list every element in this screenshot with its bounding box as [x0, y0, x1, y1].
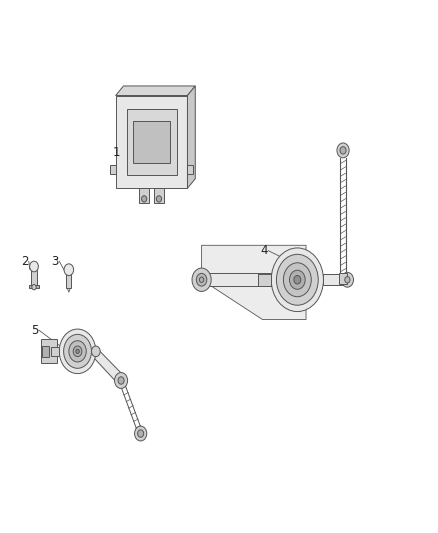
Circle shape [276, 254, 318, 305]
Polygon shape [93, 347, 123, 385]
Bar [127, 109, 177, 175]
Circle shape [32, 285, 36, 290]
Bar [139, 188, 149, 203]
Bar [154, 188, 164, 203]
Circle shape [138, 430, 144, 437]
Text: 1: 1 [113, 146, 120, 159]
Bar [133, 120, 170, 163]
Circle shape [92, 346, 100, 357]
Polygon shape [116, 86, 195, 95]
Text: 3: 3 [51, 255, 59, 268]
Polygon shape [201, 245, 306, 319]
Polygon shape [187, 86, 195, 188]
Circle shape [345, 277, 350, 283]
Bar [42, 346, 49, 357]
Text: 2: 2 [21, 255, 28, 268]
Bar [116, 95, 187, 188]
Bar [66, 273, 71, 288]
Circle shape [337, 143, 349, 158]
Circle shape [196, 273, 207, 286]
Polygon shape [201, 273, 271, 286]
Circle shape [64, 264, 74, 276]
Circle shape [30, 261, 39, 272]
Circle shape [156, 196, 162, 202]
Bar [41, 340, 57, 364]
Circle shape [69, 341, 86, 362]
Circle shape [141, 196, 147, 202]
Bar [187, 165, 193, 174]
Circle shape [192, 268, 211, 292]
Circle shape [59, 329, 96, 374]
Circle shape [64, 334, 92, 368]
Circle shape [340, 147, 346, 154]
Circle shape [290, 270, 305, 289]
Bar [29, 285, 39, 288]
Circle shape [73, 346, 82, 357]
Circle shape [271, 248, 323, 312]
Circle shape [118, 377, 124, 384]
Circle shape [199, 277, 204, 282]
Circle shape [115, 373, 127, 389]
Circle shape [76, 349, 79, 353]
Polygon shape [323, 274, 347, 285]
Text: 5: 5 [31, 324, 39, 337]
Bar [31, 270, 37, 286]
Circle shape [294, 276, 301, 284]
Text: 4: 4 [260, 244, 268, 257]
Circle shape [283, 263, 311, 297]
Circle shape [341, 272, 353, 287]
Bar [110, 165, 116, 174]
Circle shape [134, 426, 147, 441]
Bar [339, 273, 347, 284]
Bar [258, 274, 271, 286]
Bar [50, 347, 59, 356]
